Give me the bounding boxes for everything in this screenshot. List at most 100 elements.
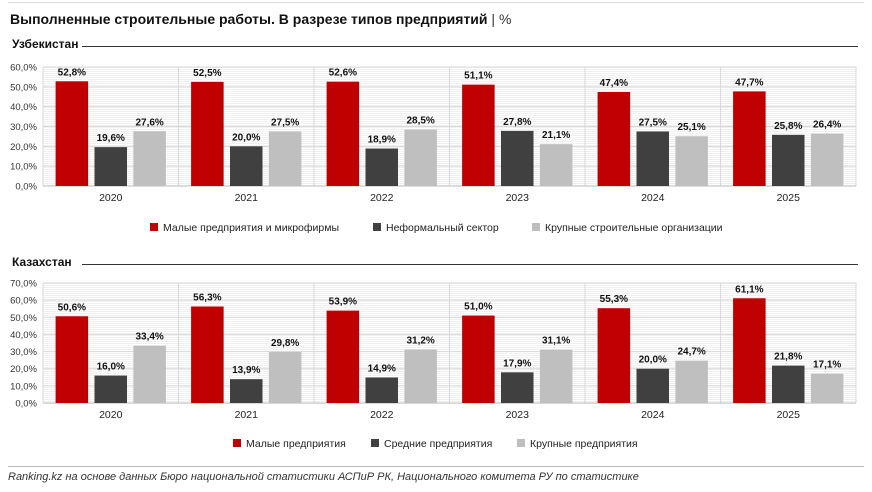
- data-label: 50,6%: [58, 302, 86, 313]
- bar: [404, 349, 437, 403]
- bar: [771, 365, 805, 403]
- section-rule-uzbekistan: [82, 46, 858, 47]
- legend-swatch: [150, 223, 158, 231]
- bar: [733, 298, 766, 403]
- bar: [462, 315, 495, 403]
- data-label: 52,6%: [329, 68, 357, 79]
- data-label: 47,7%: [735, 77, 763, 88]
- data-label: 26,4%: [813, 120, 841, 131]
- bar: [810, 133, 844, 186]
- section-title-uzbekistan: Узбекистан: [12, 37, 79, 51]
- data-label: 17,9%: [503, 358, 531, 369]
- data-label: 33,4%: [135, 332, 163, 343]
- data-label: 20,0%: [232, 132, 260, 143]
- data-label: 17,1%: [813, 360, 841, 371]
- x-tick-label: 2022: [370, 409, 394, 421]
- bar: [500, 372, 534, 403]
- data-label: 27,6%: [135, 117, 163, 128]
- data-label: 24,7%: [677, 347, 705, 358]
- title-separator: |: [491, 11, 496, 27]
- data-label: 25,1%: [677, 122, 705, 133]
- bar: [326, 81, 360, 186]
- legend-swatch: [532, 223, 540, 231]
- y-tick-label: 40,0%: [10, 330, 37, 341]
- legend-label: Средние предприятия: [384, 438, 492, 450]
- bar: [365, 148, 399, 186]
- bar: [771, 134, 805, 186]
- bar: [191, 81, 224, 186]
- bar: [133, 131, 166, 186]
- x-tick-label: 2021: [235, 192, 259, 204]
- x-tick-label: 2024: [641, 409, 665, 421]
- bar: [191, 306, 224, 403]
- data-label: 47,4%: [600, 78, 628, 89]
- y-tick-label: 50,0%: [10, 82, 37, 93]
- section-title-kazakhstan: Казахстан: [12, 255, 72, 269]
- y-tick-label: 20,0%: [10, 364, 37, 375]
- data-label: 31,2%: [406, 336, 434, 347]
- legend-label: Неформальный сектор: [386, 222, 499, 234]
- x-tick-label: 2020: [99, 409, 123, 421]
- bar: [500, 130, 534, 186]
- data-label: 21,1%: [542, 130, 570, 141]
- x-tick-label: 2020: [99, 192, 123, 204]
- data-label: 20,0%: [639, 355, 667, 366]
- footer-divider: [8, 466, 864, 467]
- data-label: 28,5%: [406, 115, 434, 126]
- bar: [539, 349, 573, 403]
- bar: [365, 377, 399, 403]
- x-tick-label: 2025: [777, 192, 801, 204]
- y-tick-label: 70,0%: [10, 279, 37, 290]
- y-tick-label: 10,0%: [10, 162, 37, 173]
- section-rule-kazakhstan: [82, 264, 858, 265]
- x-tick-label: 2021: [235, 409, 259, 421]
- legend-label: Крупные строительные организации: [545, 222, 723, 234]
- data-label: 56,3%: [193, 292, 221, 303]
- legend-swatch: [233, 439, 241, 447]
- bar: [268, 351, 302, 403]
- bar: [597, 91, 631, 186]
- data-label: 52,5%: [193, 68, 221, 79]
- bar: [636, 131, 670, 186]
- y-tick-label: 50,0%: [10, 313, 37, 324]
- legend-label: Крупные предприятия: [530, 438, 638, 450]
- data-label: 55,3%: [600, 294, 628, 305]
- bar: [268, 131, 302, 186]
- x-tick-label: 2023: [506, 409, 530, 421]
- bar: [462, 84, 495, 186]
- legend-swatch: [517, 439, 525, 447]
- bar: [675, 136, 708, 186]
- data-label: 16,0%: [97, 362, 125, 373]
- data-label: 53,9%: [329, 297, 357, 308]
- bar: [229, 146, 263, 186]
- bar: [597, 308, 631, 403]
- y-tick-label: 60,0%: [10, 296, 37, 307]
- data-label: 51,1%: [464, 71, 492, 82]
- chart-kazakhstan: 0,0% 10,0% 20,0% 30,0% 40,0% 50,0% 60,0% 70,0% 5…: [10, 279, 857, 450]
- bar: [539, 144, 573, 186]
- data-label: 29,8%: [271, 338, 299, 349]
- bar: [326, 310, 360, 403]
- page-title: Выполненные строительные работы. В разре…: [10, 11, 511, 27]
- data-label: 18,9%: [368, 135, 396, 146]
- y-tick-label: 0,0%: [15, 182, 37, 193]
- title-text: Выполненные строительные работы. В разре…: [10, 11, 488, 27]
- legend-swatch: [371, 439, 379, 447]
- title-unit: %: [498, 11, 512, 27]
- y-tick-label: 60,0%: [10, 63, 37, 74]
- bar: [229, 379, 263, 403]
- source-note: Ranking.kz на основе данных Бюро национа…: [8, 471, 639, 483]
- y-tick-label: 30,0%: [10, 122, 37, 133]
- data-label: 14,9%: [368, 363, 396, 374]
- bar: [94, 375, 128, 403]
- x-tick-label: 2025: [777, 409, 801, 421]
- bar: [810, 373, 844, 403]
- bar: [675, 360, 708, 403]
- legend-label: Малые предприятия: [246, 438, 346, 450]
- legend-label: Малые предприятия и микрофирмы: [163, 222, 339, 234]
- data-label: 27,5%: [639, 117, 667, 128]
- data-label: 21,8%: [774, 352, 802, 363]
- data-label: 19,6%: [97, 133, 125, 144]
- data-label: 52,8%: [58, 67, 86, 78]
- y-tick-label: 30,0%: [10, 347, 37, 358]
